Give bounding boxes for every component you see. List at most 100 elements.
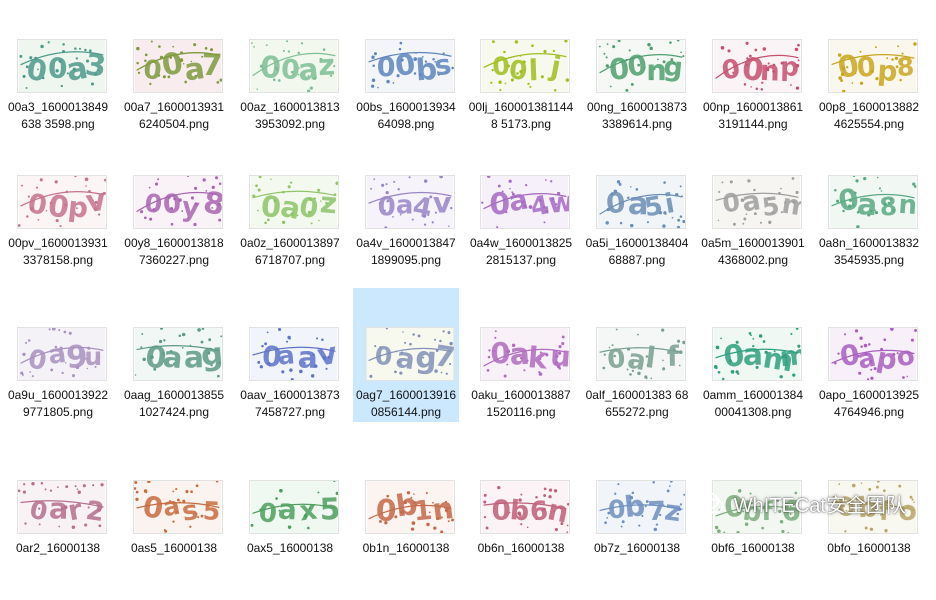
svg-text:l: l [528,53,539,87]
svg-text:0: 0 [605,186,627,221]
file-name: 00ng_16000138733389614.png [586,100,688,131]
file-item[interactable]: 0 a k u 0aku_16000138871520116.png [468,327,574,461]
svg-text:f: f [879,497,892,526]
file-name: 00y8_16000138187360227.png [124,236,224,267]
svg-text:0: 0 [626,48,649,83]
file-item[interactable]: 0 b 7 z 0b7z_16000138 [584,480,690,600]
file-name: 00p8_16000138824625554.png [818,100,920,131]
file-item[interactable]: 0 a 4 v 0a4v_16000138471899095.png [353,175,459,295]
svg-text:0: 0 [721,187,742,218]
file-item[interactable]: 0 a a g 0aag_16000138551027424.png [121,327,227,461]
svg-text:l: l [644,340,658,375]
file-item[interactable]: 0 0 b s 00bs_160001393464098.png [353,39,459,159]
svg-text:z: z [317,47,336,82]
svg-text:s: s [432,48,453,83]
svg-text:a: a [627,186,649,223]
svg-text:p: p [780,53,799,83]
svg-text:u: u [84,342,102,371]
file-item[interactable]: 0 a 0 z 0a0z_16000138976718707.png [237,175,343,295]
file-item[interactable]: 0 a p o 0apo_16000139254764946.png [816,327,922,461]
svg-text:0: 0 [48,52,68,85]
file-item[interactable]: 0 0 l j 00lj_1600013811448 5173.png [468,39,574,159]
file-item[interactable]: 0 0 a 3 00a3_1600013849638 3598.png [5,39,111,159]
svg-text:0: 0 [377,192,396,222]
svg-text:0: 0 [393,46,418,82]
svg-text:a: a [296,52,320,89]
svg-text:0: 0 [25,188,49,222]
file-item[interactable]: 0 a 4 w 0a4w_16000138252815137.png [468,175,574,295]
file-item[interactable]: 0 a r 2 0ar2_16000138 [5,480,111,600]
file-item[interactable]: 0 a g 7 0ag7_16000139160856144.png [353,288,459,422]
svg-text:a: a [396,190,414,220]
file-item[interactable]: 0 0 a z 00az_16000138133953092.png [237,39,343,159]
svg-text:0: 0 [374,341,392,371]
svg-text:a: a [394,341,417,376]
file-item[interactable]: 0 a x 5 0ax5_16000138 [237,480,343,600]
svg-text:n: n [759,54,780,88]
svg-text:o: o [898,495,917,527]
svg-text:g: g [662,51,684,84]
svg-text:0: 0 [261,339,283,374]
file-name: 0a0z_16000138976718707.png [240,236,340,267]
svg-text:f: f [761,497,773,527]
file-item[interactable]: 0 a l f 0alf_160001383 68655272.png [584,327,690,461]
svg-text:0: 0 [720,54,742,86]
file-name: 00az_16000138133953092.png [240,100,340,131]
svg-text:b: b [623,488,647,524]
svg-text:a: a [625,344,648,378]
svg-text:a: a [47,339,68,371]
svg-text:5: 5 [202,496,221,526]
file-item[interactable]: 0 a s 5 0as5_16000138 [121,480,227,600]
svg-text:u: u [549,339,569,374]
file-item[interactable]: 0 b 1 n 0b1n_16000138 [353,480,459,600]
svg-text:0: 0 [260,189,282,224]
file-item[interactable]: 0 b 6 n 0b6n_16000138 [468,480,574,600]
file-name: 0ax5_16000138 [246,541,334,555]
svg-text:b: b [741,497,763,529]
file-name: 00bs_160001393464098.png [356,100,456,131]
file-name: 00a3_1600013849638 3598.png [7,100,109,131]
file-item[interactable]: 0 0 a 7 00a7_16000139316240504.png [121,39,227,159]
svg-text:1: 1 [412,495,434,528]
file-item[interactable]: 0 a 5 m 0a5m_16000139014368002.png [700,175,806,295]
file-item[interactable]: 0 0 y 8 00y8_16000138187360227.png [121,175,227,295]
file-item[interactable]: 0 a a v 0aav_16000138737458727.png [237,327,343,461]
file-name: 0as5_16000138 [130,541,218,555]
svg-text:4: 4 [528,190,551,223]
svg-text:n: n [898,190,917,221]
file-name: 00np_16000138613191144.png [702,100,804,131]
file-name: 0b7z_16000138 [593,541,681,555]
svg-text:5: 5 [319,492,338,528]
file-name: 0a4v_16000138471899095.png [356,236,456,267]
file-item[interactable]: 0 0 n g 00ng_16000138733389614.png [584,39,690,159]
file-item[interactable]: 0 a 5 i 0a5i_1600013840468887.png [584,175,690,295]
file-name: 0a5m_16000139014368002.png [701,236,805,267]
file-item[interactable]: 0 0 p v 00pv_16000139313378158.png [5,175,111,295]
svg-text:a: a [740,185,763,218]
svg-text:a: a [49,491,69,525]
file-item[interactable]: 0 0 p 8 00p8_16000138824625554.png [816,39,922,159]
svg-text:k: k [527,340,550,376]
file-name: 0amm_16000138400041308.png [702,388,804,419]
svg-text:a: a [161,339,184,375]
file-item[interactable]: 0 a 9 u 0a9u_16000139229771805.png [5,327,111,461]
svg-text:0: 0 [490,336,511,370]
file-item[interactable]: 0 a m m 0amm_16000138400041308.png [700,327,806,461]
file-item[interactable]: 0 a 8 n 0a8n_16000138323545935.png [816,175,922,295]
svg-text:0: 0 [26,344,49,377]
file-item[interactable]: 0 0 n p 00np_16000138613191144.png [700,39,806,159]
svg-text:0: 0 [489,187,511,223]
svg-text:0: 0 [280,54,300,86]
